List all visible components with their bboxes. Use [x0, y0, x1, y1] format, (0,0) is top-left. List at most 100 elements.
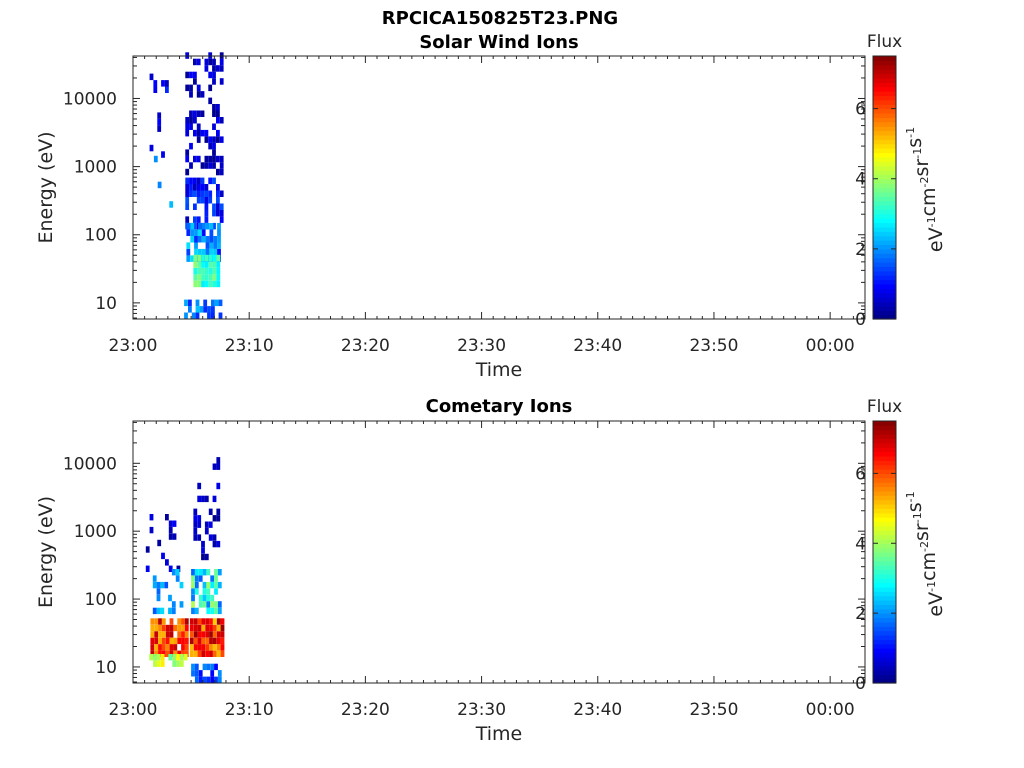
- colorbar-segment: [873, 231, 896, 237]
- colorbar-segment: [873, 604, 896, 610]
- spectrogram-cell: [197, 637, 202, 645]
- colorbar-segment: [873, 547, 896, 553]
- colorbar-segment: [873, 183, 896, 189]
- spectrogram-cell: [191, 588, 195, 595]
- spectrogram-cell: [217, 569, 222, 576]
- spectrogram-cell: [214, 299, 219, 307]
- colorbar-segment: [873, 534, 896, 540]
- spectrogram-cell: [205, 644, 210, 651]
- spectrogram-cell: [173, 650, 178, 657]
- spectrogram-cell: [176, 565, 181, 572]
- spectrogram-cell: [152, 581, 157, 589]
- spectrogram-cell: [219, 190, 224, 197]
- spectrogram-cell: [194, 663, 199, 671]
- spectrogram-cell: [201, 223, 206, 230]
- spectrogram-cell: [208, 97, 213, 105]
- colorbar-segment: [873, 257, 896, 263]
- spectrogram-cell: [218, 299, 223, 307]
- panel-cometary-ions: Cometary Ions 23:00 23:10 23:20 23:30 23:40 23…: [35, 396, 947, 745]
- spectrogram-cell: [193, 644, 198, 651]
- spectrogram-cell: [172, 533, 177, 540]
- colorbar-segment: [873, 678, 896, 684]
- x-tick-label: 23:20: [341, 700, 390, 720]
- spectrogram-cell: [219, 155, 224, 163]
- colorbar-segment: [873, 200, 896, 206]
- colorbar-segment: [873, 669, 896, 675]
- y-tick-label: 10: [95, 658, 117, 678]
- colorbar-segment: [873, 209, 896, 215]
- spectrogram-cell: [214, 601, 218, 608]
- y-tick-label: 100: [85, 226, 117, 246]
- spectrogram-cell: [189, 190, 193, 197]
- colorbar-segment: [873, 95, 896, 101]
- spectrogram-cell: [212, 637, 217, 645]
- spectrogram-cell: [193, 637, 198, 645]
- spectrogram-cell: [202, 569, 207, 576]
- spectrogram-cell: [217, 223, 221, 230]
- spectrogram-cell: [197, 515, 202, 522]
- colorbar-segment: [873, 652, 896, 658]
- spectrogram-cell: [194, 607, 199, 615]
- spectrogram-cell: [191, 670, 195, 677]
- colorbar-segment: [873, 148, 896, 154]
- colorbar-segment: [873, 477, 896, 483]
- spectrogram-cell: [197, 534, 202, 541]
- x-axis-label: Time: [475, 723, 523, 745]
- spectrogram-cell: [189, 84, 193, 92]
- spectrogram-cell: [208, 136, 213, 143]
- spectrogram-cell: [212, 149, 216, 156]
- spectrogram-cell: [157, 181, 162, 189]
- spectrogram-cell: [165, 650, 170, 657]
- spectrogram-cell: [196, 58, 201, 66]
- spectrogram-cell: [189, 142, 193, 150]
- spectrogram-cell: [197, 254, 202, 262]
- colorbar-segment: [873, 525, 896, 531]
- spectrogram-cell: [189, 71, 193, 79]
- x-tick-label: 23:10: [225, 336, 274, 356]
- spectrogram-cell: [161, 624, 166, 632]
- colorbar-segment: [873, 310, 896, 316]
- spectrogram-cell: [219, 216, 224, 223]
- x-tick-label: 23:30: [457, 700, 506, 720]
- spectrogram-cell: [177, 650, 182, 657]
- spectrogram-cell: [219, 78, 224, 85]
- spectrogram-cell: [158, 637, 162, 645]
- spectrogram-cell: [202, 663, 207, 671]
- panel-title: Cometary Ions: [426, 396, 573, 417]
- colorbar-segment: [873, 473, 896, 479]
- colorbar-tick-label: 2: [855, 604, 866, 624]
- spectrogram-cell: [177, 631, 182, 638]
- spectrogram-cell: [205, 248, 210, 256]
- spectrogram-cell: [177, 637, 182, 645]
- colorbar-segment: [873, 552, 896, 557]
- spectrogram-cell: [201, 274, 205, 281]
- colorbar-segment: [873, 314, 896, 320]
- panels: Solar Wind Ions 23:00 23:10 23:20 23:30 23:40…: [35, 32, 947, 745]
- spectrogram-cell: [212, 618, 217, 625]
- spectrogram-cell: [168, 533, 173, 540]
- spectrogram-cell: [204, 267, 209, 275]
- spectrogram-cell: [216, 117, 220, 124]
- spectrogram-cell: [208, 508, 213, 515]
- colorbar-segment: [873, 126, 896, 132]
- colorbar-segment: [873, 451, 896, 457]
- spectrogram-cell: [176, 660, 180, 667]
- spectrogram-cell: [153, 654, 157, 661]
- spectrogram-cell: [189, 162, 193, 169]
- colorbar-tick-label: 2: [855, 240, 866, 260]
- colorbar-segment: [873, 104, 896, 110]
- spectrogram-cell: [196, 84, 201, 92]
- spectrogram-cell: [184, 637, 189, 645]
- spectrogram-cell: [208, 261, 213, 268]
- spectrogram-cell: [205, 236, 210, 243]
- spectrogram-cell: [158, 624, 162, 632]
- spectrogram-cell: [219, 203, 224, 210]
- spectrogram-cell: [210, 594, 215, 602]
- spectrogram-cell: [193, 203, 197, 210]
- spectrogram-cell: [205, 618, 210, 625]
- spectrogram-cell: [204, 155, 209, 163]
- spectrogram-cell: [212, 71, 216, 79]
- spectrogram-cell: [160, 660, 165, 667]
- spectrogram-cell: [156, 594, 161, 602]
- colorbar-segment: [873, 91, 896, 97]
